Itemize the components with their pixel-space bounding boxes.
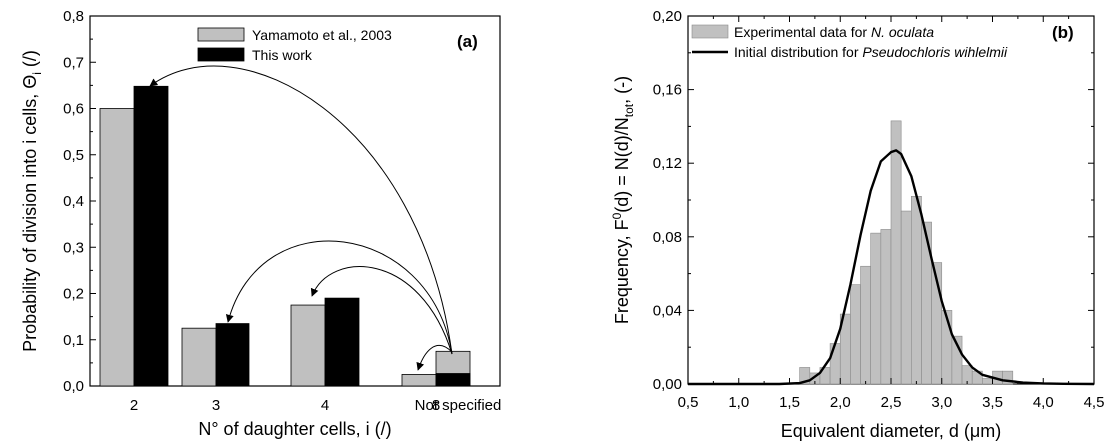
panel-a-label: (a) [457,32,478,51]
panel-b-y-tick-label: 0,04 [653,302,682,319]
histogram-bar [982,378,993,385]
panel-a-y-tick-label: 0,7 [63,54,84,71]
redistribution-arrow [149,65,453,355]
panel-a-y-tick-label: 0,6 [63,101,84,118]
panel-b-legend: Experimental data for N. oculata Initial … [691,24,1008,60]
panel-b-y-tick-label: 0,16 [653,82,682,99]
panel-a-y-tick-label: 0,1 [63,332,84,349]
panel-b-x-tick-label: 0,5 [678,394,699,411]
histogram-bar [860,265,871,385]
panel-a-legend: Yamamoto et al., 2003 This work [197,27,392,63]
histogram-bar [900,210,912,385]
panel-b-x-tick-label: 1,5 [779,394,800,411]
panel-b-x-tick-label: 2,0 [830,394,851,411]
legend-swatch [197,47,245,62]
distribution-line [688,149,1095,386]
panel-a-x-tick-label: 4 [321,397,329,414]
bar-this-work-3 [215,323,250,387]
panel-b-y-tick-label: 0,20 [653,8,682,25]
panel-a-x-tick-label: 3 [212,397,220,414]
panel-b-x-tick-label: 3,0 [931,394,952,411]
panel-b: 0,00 0,04 0,08 0,12 0,16 0,20 0,5 1,0 1,5 2,0 2,5… [610,8,1104,441]
legend-swatch-histogram [691,24,729,39]
panel-b-x-tick-label: 4,0 [1033,394,1054,411]
histogram-bar [921,221,932,385]
bar-this-work-2 [133,85,169,387]
panel-b-x-tick-label: 1,0 [728,394,749,411]
panel-a-x-tick-label: Not specified [415,397,502,414]
panel-a-y-tick-label: 0,2 [63,286,84,303]
legend-label: This work [252,47,313,63]
panel-b-x-axis-title: Equivalent diameter, d (μm) [781,421,1001,441]
histogram-bar [880,229,892,385]
panel-a-x-axis-title: N° of daughter cells, i (/) [198,419,391,439]
legend-swatch [197,27,245,42]
redistribution-arrow [416,345,453,371]
panel-b-x-tick-label: 2,5 [881,394,902,411]
bar-this-work-8 [435,373,471,387]
legend-label-histogram: Experimental data for N. oculata [734,24,934,40]
panel-a-y-tick-label: 0,4 [63,193,84,210]
panel-b-label: (b) [1052,23,1074,42]
bar-this-work-4 [324,297,360,387]
panel-b-y-axis-title: Frequency, F0(d) = N(d)/Ntot, (-) [610,76,636,324]
histogram-bar [850,284,861,385]
redistribution-arrow [225,240,453,355]
panel-a-y-axis-title: Probability of division into i cells, Θi… [20,50,44,352]
legend-label: Yamamoto et al., 2003 [252,27,392,43]
bar-yamamoto-2 [99,108,135,387]
histogram-bar [829,343,841,385]
histogram-bar [951,335,963,385]
bar-yamamoto-8 [401,374,437,387]
panel-a-arrows [149,65,453,371]
histogram-bar [870,232,882,385]
panel-a-y-tick-label: 0,3 [63,239,84,256]
legend-label-line: Initial distribution for Pseudochloris w… [734,44,1008,60]
panel-b-y-tick-label: 0,08 [653,229,682,246]
bar-yamamoto-4 [290,304,326,387]
histogram-bar [890,120,902,385]
redistribution-arrow [310,266,453,355]
panel-b-y-tick-label: 0,00 [653,376,682,393]
panel-a-x-tick-label: 2 [130,397,138,414]
panel-b-y-tick-label: 0,12 [653,155,682,172]
panel-a-y-tick-label: 0,8 [63,8,84,25]
panel-a-y-tick-label: 0,5 [63,147,84,164]
panel-b-x-tick-label: 3,5 [982,394,1003,411]
panel-b-x-tick-label: 4,5 [1084,394,1105,411]
histogram-bar [1002,370,1014,385]
bar-yamamoto-3 [181,327,217,387]
panel-a-y-tick-label: 0,0 [63,378,84,395]
panel-a-x-tick-label: 8 [432,397,440,414]
histogram-bar [910,196,922,385]
